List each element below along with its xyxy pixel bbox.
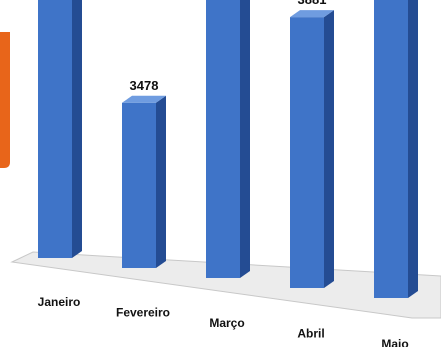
bar-side-face	[408, 0, 418, 298]
bar-top-face	[122, 95, 166, 103]
x-tick-label: Janeiro	[38, 295, 81, 309]
x-tick-label: Fevereiro	[116, 306, 170, 320]
bar-janeiro	[38, 0, 82, 258]
bar-fevereiro	[122, 95, 166, 268]
bars-layer	[38, 0, 418, 298]
bar-front-face	[290, 17, 324, 288]
x-tick-label: Maio	[381, 337, 408, 347]
bar-maio	[374, 0, 418, 298]
bar-side-face	[72, 0, 82, 258]
bar-side-face	[324, 10, 334, 288]
chart-floor	[10, 251, 441, 319]
bar-side-face	[156, 95, 166, 268]
bar-front-face	[38, 0, 72, 258]
bar-side-face	[240, 0, 250, 278]
bar-front-face	[122, 102, 156, 268]
bar-front-face	[206, 0, 240, 278]
accent-shape	[0, 32, 10, 168]
ticks-layer: Janeiro Fevereiro Março Abril Maio	[38, 295, 409, 347]
labels-layer: 38903478415738813997	[130, 0, 327, 93]
bar-abril	[290, 10, 334, 288]
bar-top-face	[290, 10, 334, 18]
bar-março	[206, 0, 250, 278]
data-label: 3881	[298, 0, 327, 7]
x-tick-label: Abril	[297, 327, 324, 341]
data-label: 3478	[130, 78, 159, 93]
x-tick-label: Março	[209, 316, 244, 330]
bar-front-face	[374, 0, 408, 298]
